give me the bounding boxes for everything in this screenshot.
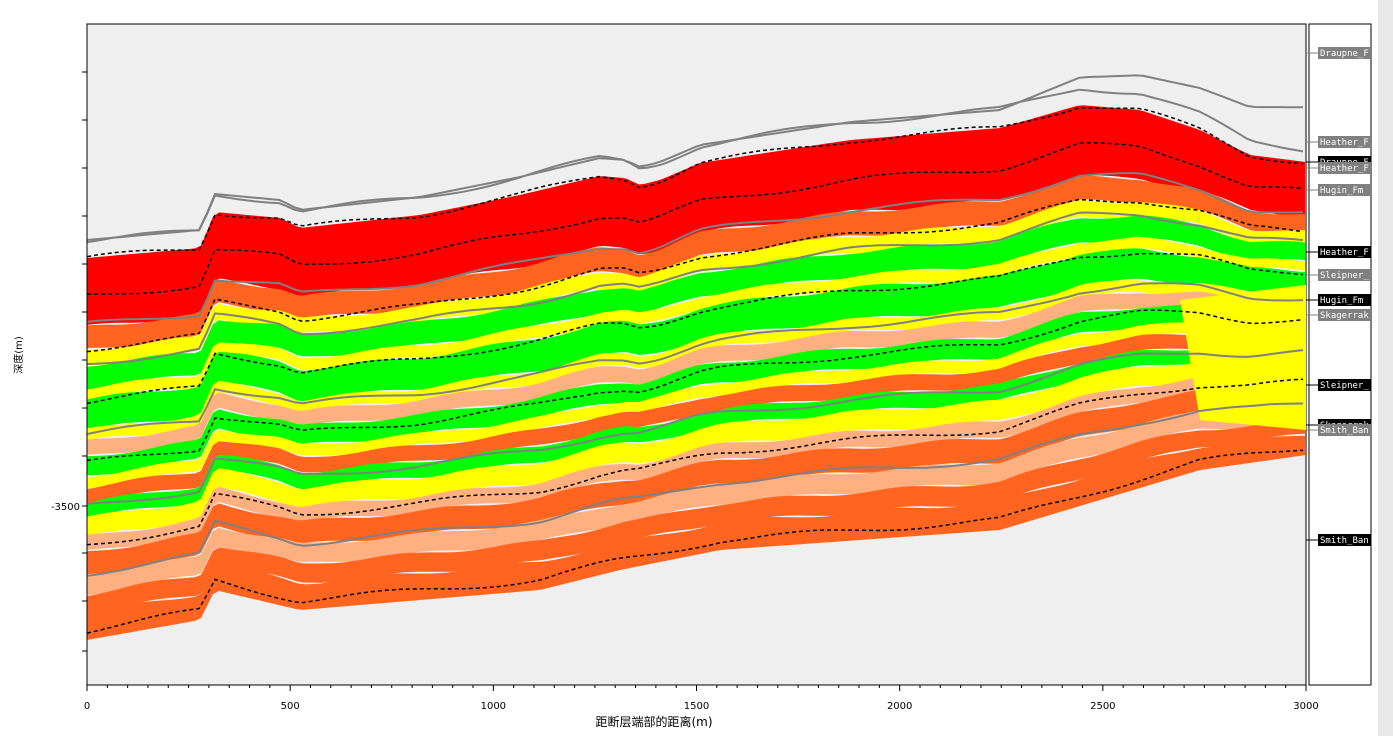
horizon-line <box>86 107 1304 258</box>
horizon-label: Heather_F <box>1320 138 1369 148</box>
horizon-line <box>86 88 1304 244</box>
horizon-label: Skagerrak <box>1320 311 1369 321</box>
facies-band <box>87 386 1305 575</box>
horizon-label-box <box>1318 246 1371 258</box>
horizon-lines <box>86 74 1304 634</box>
facies-band <box>87 435 1305 640</box>
x-tick-label: 1500 <box>684 701 709 712</box>
horizon-label-box <box>1318 424 1371 436</box>
y-ticks: -3500 <box>51 71 87 652</box>
facies-band <box>87 419 1305 616</box>
facies-band <box>87 291 1305 455</box>
facies-band <box>87 280 1305 440</box>
facies-band <box>87 175 1305 349</box>
horizon-label-box <box>1318 294 1371 306</box>
facies-band <box>87 248 1305 430</box>
horizon-label: Hugin_Fm <box>1320 186 1363 196</box>
horizon-label: Heather_F <box>1320 248 1369 258</box>
x-tick-label: 3000 <box>1293 701 1318 712</box>
horizon-label-box <box>1318 162 1371 174</box>
facies-band <box>87 304 1305 476</box>
facies-band <box>87 105 1305 325</box>
x-tick-label: 0 <box>84 701 90 712</box>
horizon-line <box>86 142 1304 296</box>
horizon-label: Draupne_F <box>1320 49 1369 59</box>
horizon-labels: Draupne_FHeather_FDraupne_FHeather_FHugi… <box>1306 47 1371 546</box>
horizon-label: Smith_Ban <box>1320 426 1369 436</box>
facies-band <box>87 403 1305 596</box>
x-tick-label: 1000 <box>481 701 506 712</box>
horizon-label: Sleipner_ <box>1320 271 1369 281</box>
x-ticks: 0 500 1000 1500 2000 2500 3000 <box>84 685 1319 712</box>
horizon-label-box <box>1318 184 1371 196</box>
facies-band <box>87 334 1305 505</box>
facies-band <box>87 215 1305 390</box>
horizon-line <box>86 74 1304 241</box>
horizon-line <box>86 282 1304 436</box>
x-tick-label: 2500 <box>1090 701 1115 712</box>
horizon-label-panel <box>1308 23 1372 686</box>
horizon-label-box <box>1318 534 1371 546</box>
x-axis-title: 距断层端部的距离(m) <box>595 714 712 729</box>
horizon-label-box <box>1318 47 1371 59</box>
horizon-label: Sleipner_ <box>1320 381 1369 391</box>
y-axis-title: 深度(m) <box>12 336 25 374</box>
x-tick-label: 500 <box>281 701 300 712</box>
facies-band <box>87 236 1305 402</box>
horizon-label-box <box>1318 136 1371 148</box>
horizon-line <box>86 211 1304 365</box>
horizon-line <box>86 349 1304 505</box>
horizon-line <box>86 449 1304 634</box>
horizon-line <box>86 378 1304 546</box>
horizon-label-box <box>1318 269 1371 281</box>
horizon-line <box>86 402 1304 577</box>
x-tick-label: 2000 <box>887 701 912 712</box>
horizon-line <box>86 252 1304 405</box>
horizon-label-box <box>1318 309 1371 321</box>
horizon-label: Smith_Ban <box>1320 536 1369 546</box>
facies-bands <box>87 105 1306 640</box>
horizon-line <box>86 309 1304 462</box>
horizon-label: Hugin_Fm <box>1320 296 1363 306</box>
horizon-label: Heather_F <box>1320 164 1369 174</box>
horizon-line <box>86 172 1304 323</box>
y-tick-label: -3500 <box>51 502 80 513</box>
horizon-label-box <box>1318 379 1371 391</box>
